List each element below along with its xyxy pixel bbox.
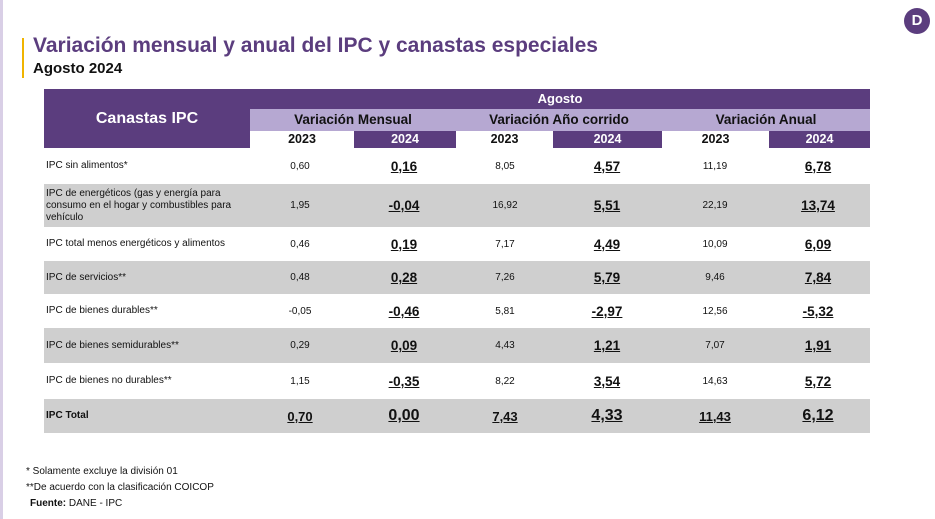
cell-value: 7,17 (495, 238, 515, 250)
cell-value: 13,74 (801, 198, 835, 213)
cell-value: 11,19 (702, 160, 728, 172)
table-main-header: Canastas IPC (44, 89, 250, 148)
year-header: 2024 (354, 131, 456, 148)
cell-value: -0,46 (388, 303, 420, 319)
cell-value: 4,33 (591, 407, 623, 424)
cell-value: 4,57 (593, 158, 621, 174)
group-header-ano-corrido: Variación Año corrido (456, 109, 662, 131)
table-row: IPC de bienes no durables** 1,15 -0,35 8… (44, 363, 870, 399)
cell-value: 14,63 (702, 375, 728, 387)
cell-value: -2,97 (591, 303, 623, 319)
source-label: Fuente: (30, 498, 67, 509)
row-label: IPC sin alimentos* (46, 160, 128, 171)
cell-value: 4,43 (495, 340, 515, 351)
cell-value: 12,56 (702, 305, 728, 317)
cell-value: 0,00 (388, 407, 420, 424)
page-title: Variación mensual y anual del IPC y cana… (33, 34, 598, 57)
cell-value: 7,07 (705, 340, 725, 351)
cell-value: 8,22 (495, 375, 515, 387)
cell-value: 1,95 (290, 200, 310, 211)
group-header-anual: Variación Anual (662, 109, 870, 131)
cell-value: 22,19 (702, 200, 728, 211)
footnote: * Solamente excluye la división 01 (26, 466, 178, 477)
table-row: IPC de bienes semidurables** 0,29 0,09 4… (44, 328, 870, 363)
cell-value: 3,54 (593, 373, 621, 389)
row-label: IPC total menos energéticos y alimentos (46, 238, 225, 249)
cell-value: 7,84 (804, 270, 832, 285)
cell-value: 5,51 (593, 198, 621, 213)
cell-value: 4,49 (593, 236, 621, 252)
cell-value: 7,43 (492, 408, 518, 424)
cell-value: 0,09 (390, 338, 418, 353)
cell-value: 10,09 (702, 238, 728, 250)
cell-value: 0,16 (390, 158, 418, 174)
dane-logo-icon: D (904, 8, 930, 34)
cell-value: 5,79 (593, 270, 621, 285)
cell-value: 0,70 (287, 408, 313, 424)
source-value: DANE - IPC (66, 498, 123, 509)
table-row: IPC de servicios** 0,48 0,28 7,26 5,79 9… (44, 261, 870, 294)
row-label: IPC de bienes semidurables** (46, 339, 179, 351)
left-edge-rule (0, 0, 3, 519)
row-label: IPC Total (46, 410, 89, 421)
group-header-mensual: Variación Mensual (250, 109, 456, 131)
row-label: IPC de energéticos (gas y energía para c… (46, 187, 232, 223)
cell-value: 0,19 (390, 236, 418, 252)
year-header: 2024 (553, 131, 662, 148)
cell-value: 9,46 (705, 272, 725, 283)
table-row: IPC total menos energéticos y alimentos … (44, 227, 870, 261)
table-row: IPC de energéticos (gas y energía para c… (44, 184, 870, 227)
cell-value: -5,32 (802, 303, 834, 319)
page-subtitle: Agosto 2024 (33, 60, 123, 77)
cell-value: 0,60 (290, 160, 310, 172)
year-header: 2024 (769, 131, 870, 148)
cell-value: 6,09 (804, 236, 832, 252)
table-row: IPC de bienes durables** -0,05 -0,46 5,8… (44, 294, 870, 328)
row-label: IPC de bienes no durables** (46, 375, 172, 386)
footnote: **De acuerdo con la clasificación COICOP (26, 482, 214, 493)
year-header: 2023 (250, 131, 354, 148)
cell-value: 5,81 (495, 305, 515, 317)
cell-value: 0,28 (390, 270, 418, 285)
cell-value: 16,92 (492, 200, 518, 211)
cell-value: 0,29 (290, 340, 310, 351)
cell-value: 1,15 (290, 375, 310, 387)
table-row-total: IPC Total 0,70 0,00 7,43 4,33 11,43 6,12 (44, 399, 870, 433)
cell-value: 7,26 (495, 272, 515, 283)
source-note: Fuente: DANE - IPC (30, 498, 122, 509)
cell-value: -0,04 (388, 198, 420, 213)
cell-value: 1,91 (804, 338, 832, 353)
cell-value: -0,35 (388, 373, 420, 389)
year-header: 2023 (662, 131, 769, 148)
cell-value: 5,72 (804, 373, 832, 389)
cell-value: 8,05 (495, 160, 515, 172)
cell-value: 0,48 (290, 272, 310, 283)
row-label: IPC de bienes durables** (46, 305, 158, 316)
title-accent-bar (22, 38, 24, 78)
row-label: IPC de servicios** (46, 271, 127, 283)
cell-value: -0,05 (288, 305, 312, 317)
table-row: IPC sin alimentos* 0,60 0,16 8,05 4,57 1… (44, 148, 870, 184)
cell-value: 11,43 (699, 408, 731, 424)
year-header: 2023 (456, 131, 553, 148)
table-month-header: Agosto (250, 89, 870, 109)
cell-value: 1,21 (593, 338, 621, 353)
cell-value: 6,78 (804, 158, 832, 174)
cell-value: 6,12 (802, 407, 834, 424)
cell-value: 0,46 (290, 238, 310, 250)
